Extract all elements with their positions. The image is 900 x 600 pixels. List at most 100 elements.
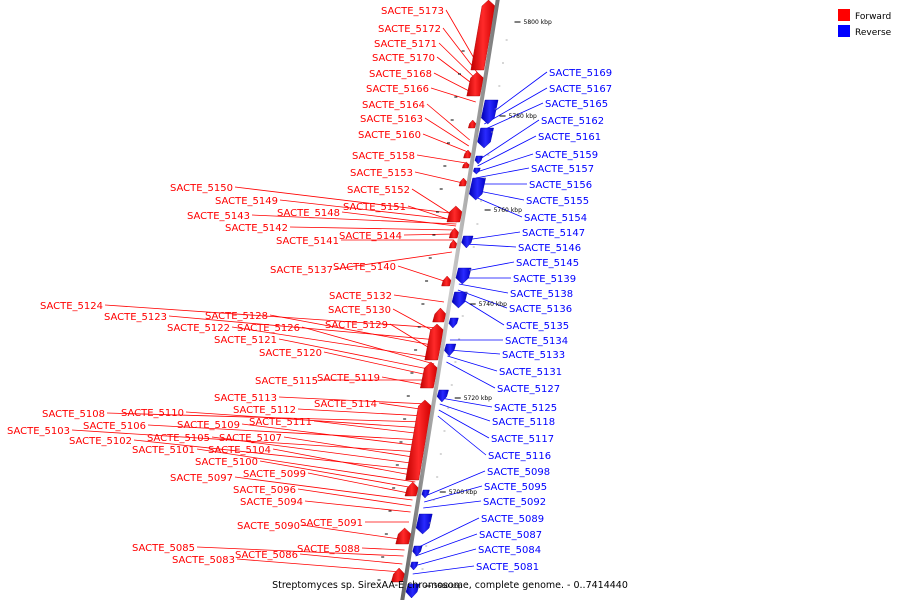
reverse-gene-label: SACTE_5135 <box>506 321 569 332</box>
forward-gene-feature <box>404 481 419 497</box>
forward-gene-label: SACTE_5085 <box>132 543 195 554</box>
forward-leader-line <box>430 87 476 103</box>
reverse-leader-line <box>437 415 487 456</box>
forward-gene-label: SACTE_5090 <box>237 521 300 532</box>
forward-gene-label: SACTE_5104 <box>208 445 271 456</box>
reverse-gene-label: SACTE_5165 <box>545 99 608 110</box>
forward-gene-label: SACTE_5109 <box>177 420 240 431</box>
reverse-gene-label: SACTE_5095 <box>484 482 547 493</box>
forward-leader-line <box>323 351 433 377</box>
forward-leader-line <box>424 117 470 147</box>
reverse-gene-label: SACTE_5145 <box>516 258 579 269</box>
forward-leader-line <box>301 326 435 365</box>
gene-labels: SACTE_5173 SACTE_5172 SACTE_5171 SACTE_5170… <box>7 6 612 573</box>
reverse-leader-line <box>440 397 493 408</box>
legend: Forward Reverse <box>838 9 892 38</box>
legend-reverse-label: Reverse <box>855 28 892 38</box>
forward-gene-label: SACTE_5173 <box>381 6 444 17</box>
reverse-gene-label: SACTE_5118 <box>492 417 555 428</box>
legend-forward-label: Forward <box>855 12 891 22</box>
reverse-gene-label: SACTE_5087 <box>479 530 542 541</box>
forward-gene-label: SACTE_5130 <box>328 305 391 316</box>
forward-leader-line <box>211 436 419 465</box>
forward-gene-label: SACTE_5129 <box>325 320 388 331</box>
forward-leader-line <box>133 439 418 471</box>
forward-gene-label: SACTE_5132 <box>329 291 392 302</box>
reverse-leader-line <box>484 87 548 125</box>
forward-leader-line <box>304 500 411 513</box>
forward-leader-line <box>416 154 467 164</box>
forward-gene-label: SACTE_5137 <box>270 265 333 276</box>
forward-gene-feature <box>470 0 496 71</box>
reverse-gene-feature <box>421 489 430 499</box>
forward-gene-label: SACTE_5150 <box>170 183 233 194</box>
forward-gene-feature <box>424 323 444 361</box>
reverse-leader-line <box>423 500 482 509</box>
forward-gene-label: SACTE_5114 <box>314 399 377 410</box>
reverse-gene-feature <box>444 343 457 357</box>
reverse-gene-label: SACTE_5127 <box>497 384 560 395</box>
forward-gene-label: SACTE_5112 <box>233 405 296 416</box>
forward-gene-label: SACTE_5158 <box>352 151 415 162</box>
reverse-leader-line <box>475 167 530 179</box>
forward-leader-line <box>313 420 424 435</box>
forward-gene-label: SACTE_5105 <box>147 433 210 444</box>
forward-gene-label: SACTE_5111 <box>249 417 312 428</box>
forward-leader-line <box>196 546 404 557</box>
forward-leader-line <box>241 423 422 447</box>
scale-tick-label: 5680 kbp <box>434 583 462 590</box>
forward-gene-label: SACTE_5110 <box>121 408 184 419</box>
scale-ticks: 5800 kbp 5780 kbp 5760 kbp 5740 kbp 5720 kbp… <box>377 19 552 590</box>
reverse-leader-line <box>478 119 540 161</box>
forward-gene-feature <box>405 399 432 481</box>
reverse-gene-feature <box>461 235 474 249</box>
reverse-gene-label: SACTE_5081 <box>476 562 539 573</box>
forward-gene-feature <box>466 71 484 97</box>
reverse-gene-label: SACTE_5157 <box>531 164 594 175</box>
forward-leader-line <box>422 133 468 153</box>
reverse-gene-feature <box>436 389 449 403</box>
reverse-gene-label: SACTE_5136 <box>509 304 572 315</box>
forward-leader-line <box>272 448 417 477</box>
forward-leader-line <box>234 476 413 501</box>
forward-gene-label: SACTE_5108 <box>42 409 105 420</box>
forward-leader-line <box>426 103 470 141</box>
forward-gene-label: SACTE_5120 <box>259 348 322 359</box>
forward-leader-line <box>341 211 457 227</box>
reverse-gene-feature <box>412 545 423 557</box>
reverse-gene-label: SACTE_5138 <box>510 289 573 300</box>
reverse-gene-label: SACTE_5116 <box>488 451 551 462</box>
reverse-leader-line <box>476 153 534 173</box>
forward-gene-feature <box>463 149 472 159</box>
reverse-gene-feature <box>468 177 486 201</box>
reverse-gene-label: SACTE_5089 <box>481 514 544 525</box>
reverse-leader-line <box>412 565 475 575</box>
scale-tick-label: 5700 kbp <box>449 489 477 496</box>
reverse-leader-line <box>483 102 544 131</box>
forward-gene-label: SACTE_5164 <box>362 100 425 111</box>
forward-leader-line <box>278 338 434 371</box>
forward-leader-line <box>289 226 456 231</box>
genome-caption: Streptomyces sp. SirexAA-E chromosome, c… <box>272 580 628 591</box>
forward-gene-feature <box>448 239 458 249</box>
forward-gene-label: SACTE_5128 <box>205 311 268 322</box>
forward-gene-label: SACTE_5083 <box>172 555 235 566</box>
forward-gene-label: SACTE_5121 <box>214 335 277 346</box>
forward-gene-label: SACTE_5123 <box>104 312 167 323</box>
reverse-gene-label: SACTE_5159 <box>535 150 598 161</box>
forward-gene-feature <box>446 205 463 223</box>
reverse-gene-label: SACTE_5162 <box>541 116 604 127</box>
forward-leader-line <box>397 265 448 283</box>
forward-leader-line <box>279 199 458 221</box>
forward-leader-line <box>278 396 428 405</box>
forward-gene-feature <box>420 361 438 389</box>
reverse-gene-label: SACTE_5167 <box>549 84 612 95</box>
forward-leader-line <box>234 186 459 215</box>
forward-gene-label: SACTE_5106 <box>83 421 146 432</box>
reverse-leader-line <box>458 283 509 294</box>
forward-leader-line <box>393 294 445 303</box>
forward-leader-line <box>301 524 407 541</box>
forward-leader-line <box>104 304 440 329</box>
forward-leader-line <box>269 314 438 347</box>
